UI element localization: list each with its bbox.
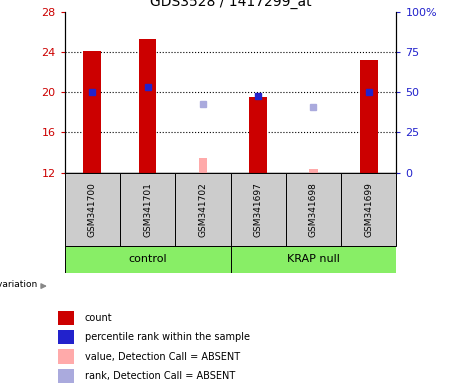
- Bar: [58, 330, 75, 344]
- Text: rank, Detection Call = ABSENT: rank, Detection Call = ABSENT: [85, 371, 235, 381]
- Title: GDS3528 / 1417299_at: GDS3528 / 1417299_at: [150, 0, 311, 9]
- Bar: [249, 97, 267, 173]
- Text: percentile rank within the sample: percentile rank within the sample: [85, 332, 250, 342]
- Bar: [58, 369, 75, 383]
- Text: GSM341700: GSM341700: [88, 182, 97, 237]
- Text: GSM341697: GSM341697: [254, 182, 263, 237]
- Bar: [341, 173, 396, 246]
- Bar: [360, 60, 378, 173]
- Bar: [58, 349, 75, 364]
- Bar: [65, 246, 230, 273]
- Text: count: count: [85, 313, 112, 323]
- Bar: [230, 246, 396, 273]
- Bar: [120, 173, 175, 246]
- Text: GSM341699: GSM341699: [364, 182, 373, 237]
- Text: GSM341698: GSM341698: [309, 182, 318, 237]
- Bar: [65, 173, 120, 246]
- Text: GSM341702: GSM341702: [198, 182, 207, 237]
- Bar: [175, 173, 230, 246]
- Bar: [309, 169, 318, 173]
- Text: GSM341701: GSM341701: [143, 182, 152, 237]
- Bar: [139, 39, 156, 173]
- Text: control: control: [128, 254, 167, 264]
- Text: KRAP null: KRAP null: [287, 254, 340, 264]
- Bar: [230, 173, 286, 246]
- Text: genotype/variation: genotype/variation: [0, 280, 38, 289]
- Bar: [286, 173, 341, 246]
- Bar: [199, 158, 207, 173]
- Bar: [83, 51, 101, 173]
- Text: value, Detection Call = ABSENT: value, Detection Call = ABSENT: [85, 352, 240, 362]
- Bar: [58, 311, 75, 325]
